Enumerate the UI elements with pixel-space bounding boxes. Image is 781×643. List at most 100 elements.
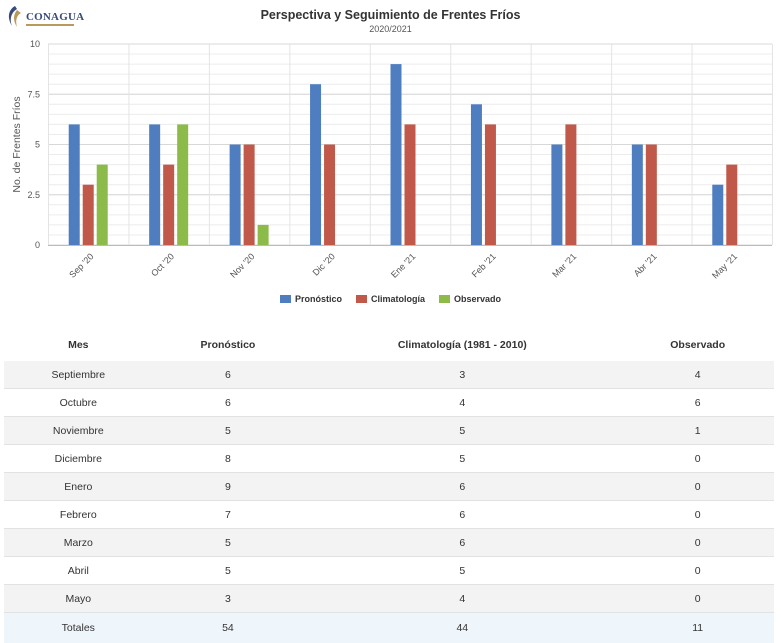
bar-climatología [726, 165, 737, 245]
bar-pronóstico [712, 185, 723, 245]
bar-chart: 0 2.5 5 7.5 10 Sep '20 Oct '20 Nov '20 Dic '20 En… [0, 0, 781, 292]
x-tick-label: Oct '20 [149, 251, 176, 278]
table-cell: 6 [303, 473, 621, 501]
x-tick-label: Mar '21 [550, 251, 578, 279]
table-cell: Enero [4, 473, 153, 501]
legend-label: Climatología [371, 294, 425, 304]
bar-pronóstico [391, 64, 402, 245]
legend-item[interactable]: Observado [439, 294, 501, 304]
x-tick-label: Ene '21 [389, 251, 417, 279]
table-cell: 0 [621, 501, 774, 529]
bar-pronóstico [69, 124, 80, 245]
bar-climatología [646, 145, 657, 246]
y-tick-label: 7.5 [27, 89, 40, 99]
table-cell: 9 [153, 473, 304, 501]
bar-climatología [244, 145, 255, 246]
totals-cell: 11 [621, 613, 774, 643]
table-cell: 8 [153, 445, 304, 473]
table-cell: 0 [621, 445, 774, 473]
totals-cell: 54 [153, 613, 304, 643]
table-cell: 6 [153, 389, 304, 417]
table-cell: 6 [303, 529, 621, 557]
y-axis-title: No. de Frentes Fríos [11, 96, 23, 192]
bar-observado [258, 225, 269, 245]
data-table: Mes Pronóstico Climatología (1981 - 2010… [4, 328, 774, 643]
legend-swatch [280, 295, 291, 303]
header-mes: Mes [4, 328, 153, 361]
table-cell: 7 [153, 501, 304, 529]
x-tick-label: Abr '21 [632, 251, 659, 278]
legend-swatch [356, 295, 367, 303]
table-cell: Diciembre [4, 445, 153, 473]
bar-climatología [405, 124, 416, 245]
table-cell: 0 [621, 585, 774, 613]
table-cell: 6 [153, 361, 304, 389]
y-tick-label: 10 [30, 39, 40, 49]
x-tick-label: Nov '20 [228, 251, 256, 279]
bar-pronóstico [471, 104, 482, 245]
x-tick-label: May '21 [710, 251, 739, 280]
table-cell: 6 [621, 389, 774, 417]
table-cell: 0 [621, 529, 774, 557]
legend-swatch [439, 295, 450, 303]
totals-cell: 44 [303, 613, 621, 643]
table-cell: 5 [303, 417, 621, 445]
table-cell: 4 [303, 585, 621, 613]
bar-climatología [83, 185, 94, 245]
bar-pronóstico [551, 145, 562, 246]
y-tick-label: 5 [35, 140, 40, 150]
bar-pronóstico [230, 145, 241, 246]
header-pronostico: Pronóstico [153, 328, 304, 361]
bar-climatología [485, 124, 496, 245]
table-cell: 4 [621, 361, 774, 389]
chart-legend: Pronóstico Climatología Observado [0, 294, 781, 304]
table-cell: 3 [303, 361, 621, 389]
table-header-row: Mes Pronóstico Climatología (1981 - 2010… [4, 328, 774, 361]
table-cell: Mayo [4, 585, 153, 613]
bar-pronóstico [149, 124, 160, 245]
table-cell: Febrero [4, 501, 153, 529]
legend-item[interactable]: Climatología [356, 294, 425, 304]
table-cell: Noviembre [4, 417, 153, 445]
table-cell: 0 [621, 473, 774, 501]
table-cell: 5 [153, 417, 304, 445]
legend-label: Pronóstico [295, 294, 342, 304]
table-cell: 5 [153, 529, 304, 557]
table-cell: 1 [621, 417, 774, 445]
table-cell: 5 [153, 557, 304, 585]
table-cell: 6 [303, 501, 621, 529]
y-tick-label: 2.5 [27, 190, 40, 200]
x-tick-label: Dic '20 [311, 251, 337, 277]
table-cell: 4 [303, 389, 621, 417]
bar-climatología [163, 165, 174, 245]
bar-observado [97, 165, 108, 245]
totals-cell: Totales [4, 613, 153, 643]
legend-item[interactable]: Pronóstico [280, 294, 342, 304]
table-cell: 5 [303, 557, 621, 585]
bar-pronóstico [310, 84, 321, 245]
table-cell: 3 [153, 585, 304, 613]
table-cell: 0 [621, 557, 774, 585]
bar-climatología [565, 124, 576, 245]
legend-label: Observado [454, 294, 501, 304]
header-climatologia: Climatología (1981 - 2010) [303, 328, 621, 361]
header-observado: Observado [621, 328, 774, 361]
table-cell: Octubre [4, 389, 153, 417]
table-cell: Abril [4, 557, 153, 585]
bar-climatología [324, 145, 335, 246]
y-tick-label: 0 [35, 240, 40, 250]
bar-observado [177, 124, 188, 245]
table-cell: 5 [303, 445, 621, 473]
table-cell: Septiembre [4, 361, 153, 389]
x-tick-label: Sep '20 [67, 251, 95, 279]
